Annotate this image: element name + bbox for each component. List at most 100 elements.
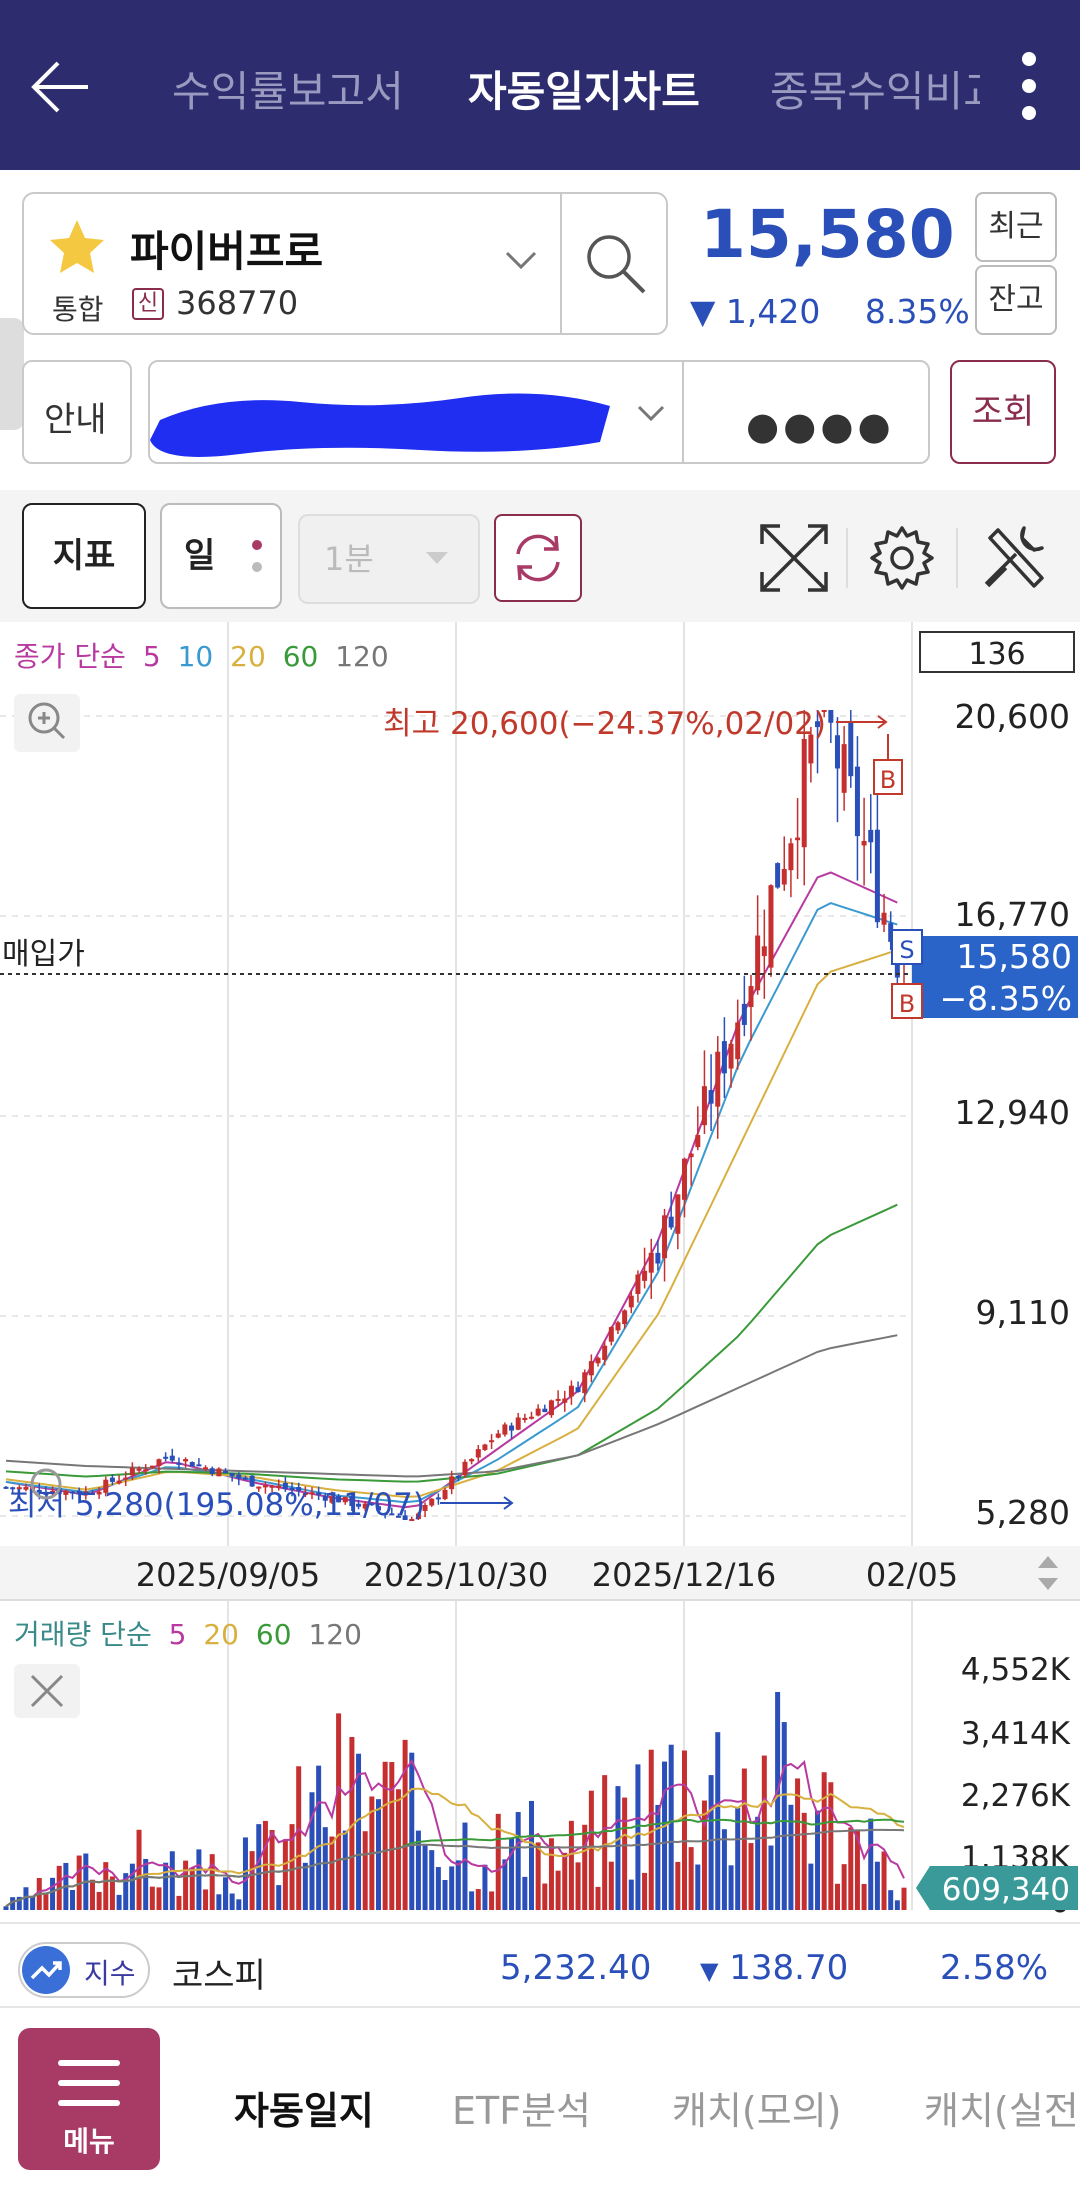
recent-button[interactable]: 최근 <box>975 192 1057 262</box>
current-price-tag-value: 15,580 <box>957 937 1072 976</box>
side-drawer-handle[interactable] <box>0 318 24 430</box>
candle <box>442 1489 448 1500</box>
index-ticker-bar[interactable] <box>0 1922 1080 2008</box>
volume-bar <box>449 1866 455 1910</box>
candle <box>336 1495 342 1503</box>
minute-label: 1분 <box>324 540 374 578</box>
period-day-button[interactable]: 일 <box>160 503 282 609</box>
volume-bar <box>415 1830 421 1910</box>
period-label: 일 <box>184 536 216 576</box>
volume-bar <box>103 1862 109 1910</box>
more-menu-icon[interactable] <box>1022 52 1038 122</box>
volume-bar <box>848 1827 854 1910</box>
candle <box>389 1513 395 1516</box>
volume-bar <box>808 1863 814 1910</box>
candle <box>76 1490 82 1495</box>
zoom-out-icon[interactable] <box>30 1468 62 1500</box>
volume-bar <box>801 1812 807 1910</box>
nav-etf-analysis[interactable]: ETF분석 <box>452 2089 591 2133</box>
indicator-button[interactable]: 지표 <box>22 503 146 609</box>
candle <box>781 868 787 885</box>
refresh-button[interactable] <box>494 514 582 602</box>
nav-auto-journal[interactable]: 자동일지 <box>234 2089 374 2133</box>
volume-bar <box>276 1885 282 1910</box>
balance-button[interactable]: 잔고 <box>975 265 1057 335</box>
volume-bar <box>129 1863 135 1910</box>
settings-gear-icon[interactable] <box>864 520 940 596</box>
candle <box>788 843 794 871</box>
volume-bar <box>841 1864 847 1910</box>
candle <box>116 1480 122 1484</box>
candle <box>848 720 854 777</box>
minute-select[interactable]: 1분 <box>298 514 480 604</box>
chevron-down-icon[interactable] <box>504 248 538 272</box>
candle <box>429 1498 435 1506</box>
volume-bar <box>409 1752 415 1910</box>
volume-bar <box>10 1897 16 1910</box>
search-icon[interactable] <box>582 230 648 296</box>
guide-button[interactable] <box>22 360 132 464</box>
candle <box>123 1477 129 1480</box>
tab-profit-report[interactable]: 수익률보고서 <box>172 67 404 116</box>
zoom-in-icon[interactable] <box>14 694 80 752</box>
candle <box>96 1491 102 1495</box>
candle <box>548 1400 554 1416</box>
fullscreen-icon[interactable] <box>756 520 832 596</box>
stock-selector[interactable] <box>22 192 668 335</box>
candle <box>522 1417 528 1421</box>
volume-bar <box>455 1860 461 1910</box>
favorite-star-icon[interactable] <box>46 216 108 278</box>
close-volume-icon[interactable] <box>14 1664 80 1718</box>
account-chevron-down-icon[interactable] <box>636 402 666 424</box>
candle <box>768 885 774 968</box>
down-triangle-icon: ▼ <box>700 1957 719 1985</box>
volume-bar <box>828 1782 834 1910</box>
candle <box>495 1433 501 1438</box>
credit-badge: 신 <box>132 288 164 320</box>
vol-ma5-label: 5 <box>169 1618 187 1651</box>
nav-catch-real[interactable]: 캐치(실전) <box>924 2089 1080 2133</box>
ma5-label: 5 <box>143 640 161 673</box>
candle <box>296 1487 302 1491</box>
candle <box>881 912 887 925</box>
date-tick: 2025/12/16 <box>592 1556 776 1594</box>
volume-bar <box>442 1880 448 1910</box>
volume-bar <box>229 1893 235 1910</box>
candle <box>841 744 847 793</box>
tab-stock-compare[interactable]: 종목수익비교 <box>770 67 980 116</box>
candle <box>435 1497 441 1500</box>
candle <box>695 1135 701 1148</box>
nav-catch-mock[interactable]: 캐치(모의) <box>672 2089 842 2133</box>
candle <box>515 1417 521 1430</box>
candle <box>708 1090 714 1104</box>
tab-auto-journal-chart[interactable]: 자동일지차트 <box>468 67 700 116</box>
volume-bar <box>376 1799 382 1910</box>
query-button[interactable]: 조회 <box>950 360 1056 464</box>
axis-scroll-icon[interactable] <box>1038 1556 1058 1590</box>
volume-bar <box>289 1824 295 1910</box>
divider <box>682 362 684 462</box>
tools-icon[interactable] <box>976 520 1052 596</box>
sell-marker: S <box>891 929 923 965</box>
candle-count-box[interactable] <box>919 631 1075 673</box>
price-volume-chart[interactable]: 종가 단순 5 10 20 60 120 136 20,600 16,770 1… <box>0 622 1080 1922</box>
password-field[interactable]: ●●●● <box>746 404 895 448</box>
ma-legend[interactable]: 종가 단순 5 10 20 60 120 <box>14 640 389 673</box>
menu-button[interactable]: 메뉴 <box>18 2028 160 2170</box>
volume-bar <box>728 1865 734 1910</box>
back-arrow-icon[interactable] <box>28 55 92 119</box>
candle <box>322 1495 328 1501</box>
candle <box>23 1486 29 1490</box>
volume-bar <box>196 1849 202 1910</box>
ma60-label: 60 <box>283 640 319 673</box>
volume-legend[interactable]: 거래량 단순 5 20 60 120 <box>14 1618 362 1651</box>
volume-bar <box>894 1900 900 1910</box>
volume-bar <box>648 1749 654 1910</box>
volume-bar <box>329 1836 335 1910</box>
volume-bar <box>422 1845 428 1910</box>
down-triangle-icon: ▼ <box>690 292 716 331</box>
candle <box>176 1462 182 1465</box>
volume-bar <box>109 1876 115 1910</box>
candle <box>562 1398 568 1403</box>
volume-bar <box>735 1807 741 1910</box>
